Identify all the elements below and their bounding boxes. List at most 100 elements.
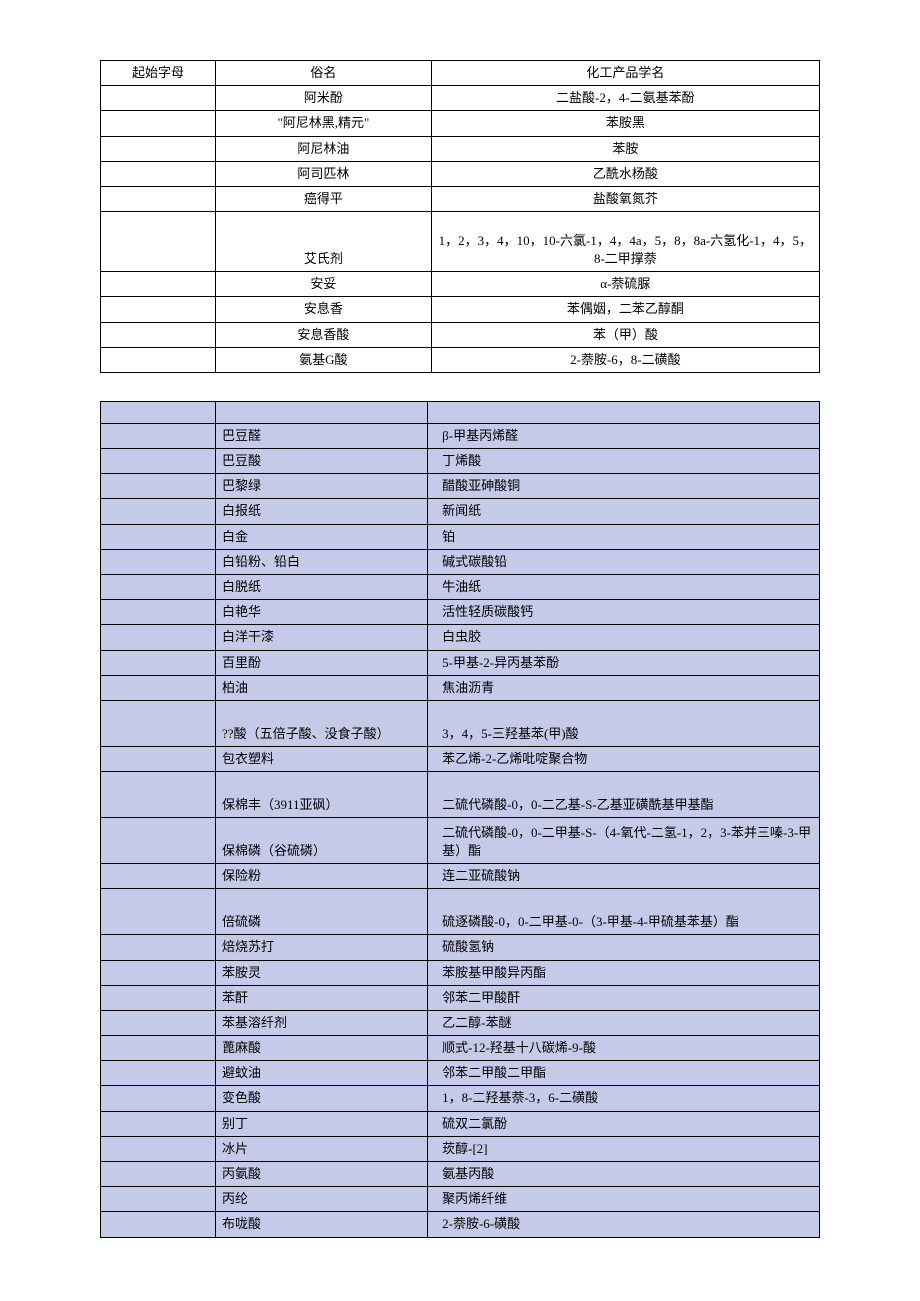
table-row: 丙纶聚丙烯纤维 <box>101 1187 820 1212</box>
cell: 艾氏剂 <box>216 212 432 272</box>
table-row: 苯酐邻苯二甲酸酐 <box>101 985 820 1010</box>
cell: 二硫代磷酸-0，0-二乙基-S-乙基亚磺酰基甲基酯 <box>428 772 820 818</box>
table-row: 冰片莰醇-[2] <box>101 1136 820 1161</box>
table-row: 阿米酚二盐酸-2，4-二氨基苯酚 <box>101 86 820 111</box>
cell: 焦油沥青 <box>428 675 820 700</box>
cell <box>428 401 820 423</box>
cell: 白脱纸 <box>216 575 428 600</box>
cell: 苯基溶纤剂 <box>216 1010 428 1035</box>
cell <box>101 960 216 985</box>
cell <box>101 818 216 864</box>
cell: 连二亚硫酸钠 <box>428 864 820 889</box>
cell: 碱式碳酸铅 <box>428 549 820 574</box>
cell: 苯胺灵 <box>216 960 428 985</box>
cell: 布咙酸 <box>216 1212 428 1237</box>
cell: 硫酸氢钠 <box>428 935 820 960</box>
cell: 乙二醇-苯醚 <box>428 1010 820 1035</box>
table-row <box>101 401 820 423</box>
table-row: "阿尼林黑,精元"苯胺黑 <box>101 111 820 136</box>
table-row: 变色酸1，8-二羟基萘-3，6-二磺酸 <box>101 1086 820 1111</box>
cell: 二硫代磷酸-0，0-二甲基-S-（4-氧代-二氢-1，2，3-苯并三嗪-3-甲基… <box>428 818 820 864</box>
cell: 邻苯二甲酸二甲酯 <box>428 1061 820 1086</box>
cell <box>101 625 216 650</box>
table-row: 巴豆醛β-甲基丙烯醛 <box>101 423 820 448</box>
cell <box>101 86 216 111</box>
cell: 氨基G酸 <box>216 347 432 372</box>
cell <box>101 675 216 700</box>
cell <box>101 746 216 771</box>
cell: 醋酸亚砷酸铜 <box>428 474 820 499</box>
cell: 苯偶姻，二苯乙醇酮 <box>431 297 819 322</box>
cell: 柏油 <box>216 675 428 700</box>
table-row: 阿司匹林乙酰水杨酸 <box>101 161 820 186</box>
cell: 包衣塑料 <box>216 746 428 771</box>
table-row: 保险粉连二亚硫酸钠 <box>101 864 820 889</box>
cell: 牛油纸 <box>428 575 820 600</box>
table-row: 白金铂 <box>101 524 820 549</box>
cell: 1，8-二羟基萘-3，6-二磺酸 <box>428 1086 820 1111</box>
cell: 丁烯酸 <box>428 449 820 474</box>
cell: 变色酸 <box>216 1086 428 1111</box>
table-row: 安息香酸苯（甲）酸 <box>101 322 820 347</box>
table-row: 癌得平盐酸氧氮芥 <box>101 186 820 211</box>
cell: 2-萘胺-6-磺酸 <box>428 1212 820 1237</box>
cell: 白铅粉、铅白 <box>216 549 428 574</box>
cell: 安息香酸 <box>216 322 432 347</box>
cell: 安息香 <box>216 297 432 322</box>
table-row: 氨基G酸2-萘胺-6，8-二磺酸 <box>101 347 820 372</box>
cell <box>101 985 216 1010</box>
cell <box>101 161 216 186</box>
cell: 活性轻质碳酸钙 <box>428 600 820 625</box>
cell: "阿尼林黑,精元" <box>216 111 432 136</box>
table-row: 保棉磷（谷硫磷）二硫代磷酸-0，0-二甲基-S-（4-氧代-二氢-1，2，3-苯… <box>101 818 820 864</box>
cell: 新闻纸 <box>428 499 820 524</box>
cell <box>101 449 216 474</box>
table-row: 艾氏剂1，2，3，4，10，10-六氯-1，4，4a，5，8，8a-六氢化-1，… <box>101 212 820 272</box>
cell: 保棉丰（3911亚砜） <box>216 772 428 818</box>
table-row: 白铅粉、铅白碱式碳酸铅 <box>101 549 820 574</box>
cell: 阿尼林油 <box>216 136 432 161</box>
cell <box>101 297 216 322</box>
cell: α-萘硫脲 <box>431 272 819 297</box>
cell: 莰醇-[2] <box>428 1136 820 1161</box>
cell <box>101 700 216 746</box>
cell: 白虫胶 <box>428 625 820 650</box>
cell: β-甲基丙烯醛 <box>428 423 820 448</box>
header-common-name: 俗名 <box>216 61 432 86</box>
cell: 安妥 <box>216 272 432 297</box>
cell: 保棉磷（谷硫磷） <box>216 818 428 864</box>
cell: 乙酰水杨酸 <box>431 161 819 186</box>
cell: 丙纶 <box>216 1187 428 1212</box>
cell <box>101 575 216 600</box>
cell: 硫双二氯酚 <box>428 1111 820 1136</box>
cell <box>101 1136 216 1161</box>
cell <box>101 772 216 818</box>
table-row: 白洋干漆白虫胶 <box>101 625 820 650</box>
table-row: 白报纸新闻纸 <box>101 499 820 524</box>
cell: 白报纸 <box>216 499 428 524</box>
cell <box>101 600 216 625</box>
cell <box>101 272 216 297</box>
cell: 5-甲基-2-异丙基苯酚 <box>428 650 820 675</box>
cell <box>101 111 216 136</box>
table-row: 保棉丰（3911亚砜）二硫代磷酸-0，0-二乙基-S-乙基亚磺酰基甲基酯 <box>101 772 820 818</box>
cell: 苯乙烯-2-乙烯吡啶聚合物 <box>428 746 820 771</box>
cell: 二盐酸-2，4-二氨基苯酚 <box>431 86 819 111</box>
cell <box>101 864 216 889</box>
cell <box>101 1212 216 1237</box>
cell: 巴豆醛 <box>216 423 428 448</box>
cell <box>216 401 428 423</box>
cell <box>101 401 216 423</box>
table-row: 安息香苯偶姻，二苯乙醇酮 <box>101 297 820 322</box>
cell <box>101 1111 216 1136</box>
header-initial: 起始字母 <box>101 61 216 86</box>
table-row: 避蚊油邻苯二甲酸二甲酯 <box>101 1061 820 1086</box>
cell: 巴豆酸 <box>216 449 428 474</box>
cell: 氨基丙酸 <box>428 1162 820 1187</box>
cell <box>101 524 216 549</box>
cell: 阿司匹林 <box>216 161 432 186</box>
cell <box>101 136 216 161</box>
table-row: 巴黎绿醋酸亚砷酸铜 <box>101 474 820 499</box>
chemical-table-2: 巴豆醛β-甲基丙烯醛巴豆酸丁烯酸巴黎绿醋酸亚砷酸铜白报纸新闻纸白金铂白铅粉、铅白… <box>100 401 820 1238</box>
table-row: ??酸（五倍子酸、没食子酸）3，4，5-三羟基苯(甲)酸 <box>101 700 820 746</box>
